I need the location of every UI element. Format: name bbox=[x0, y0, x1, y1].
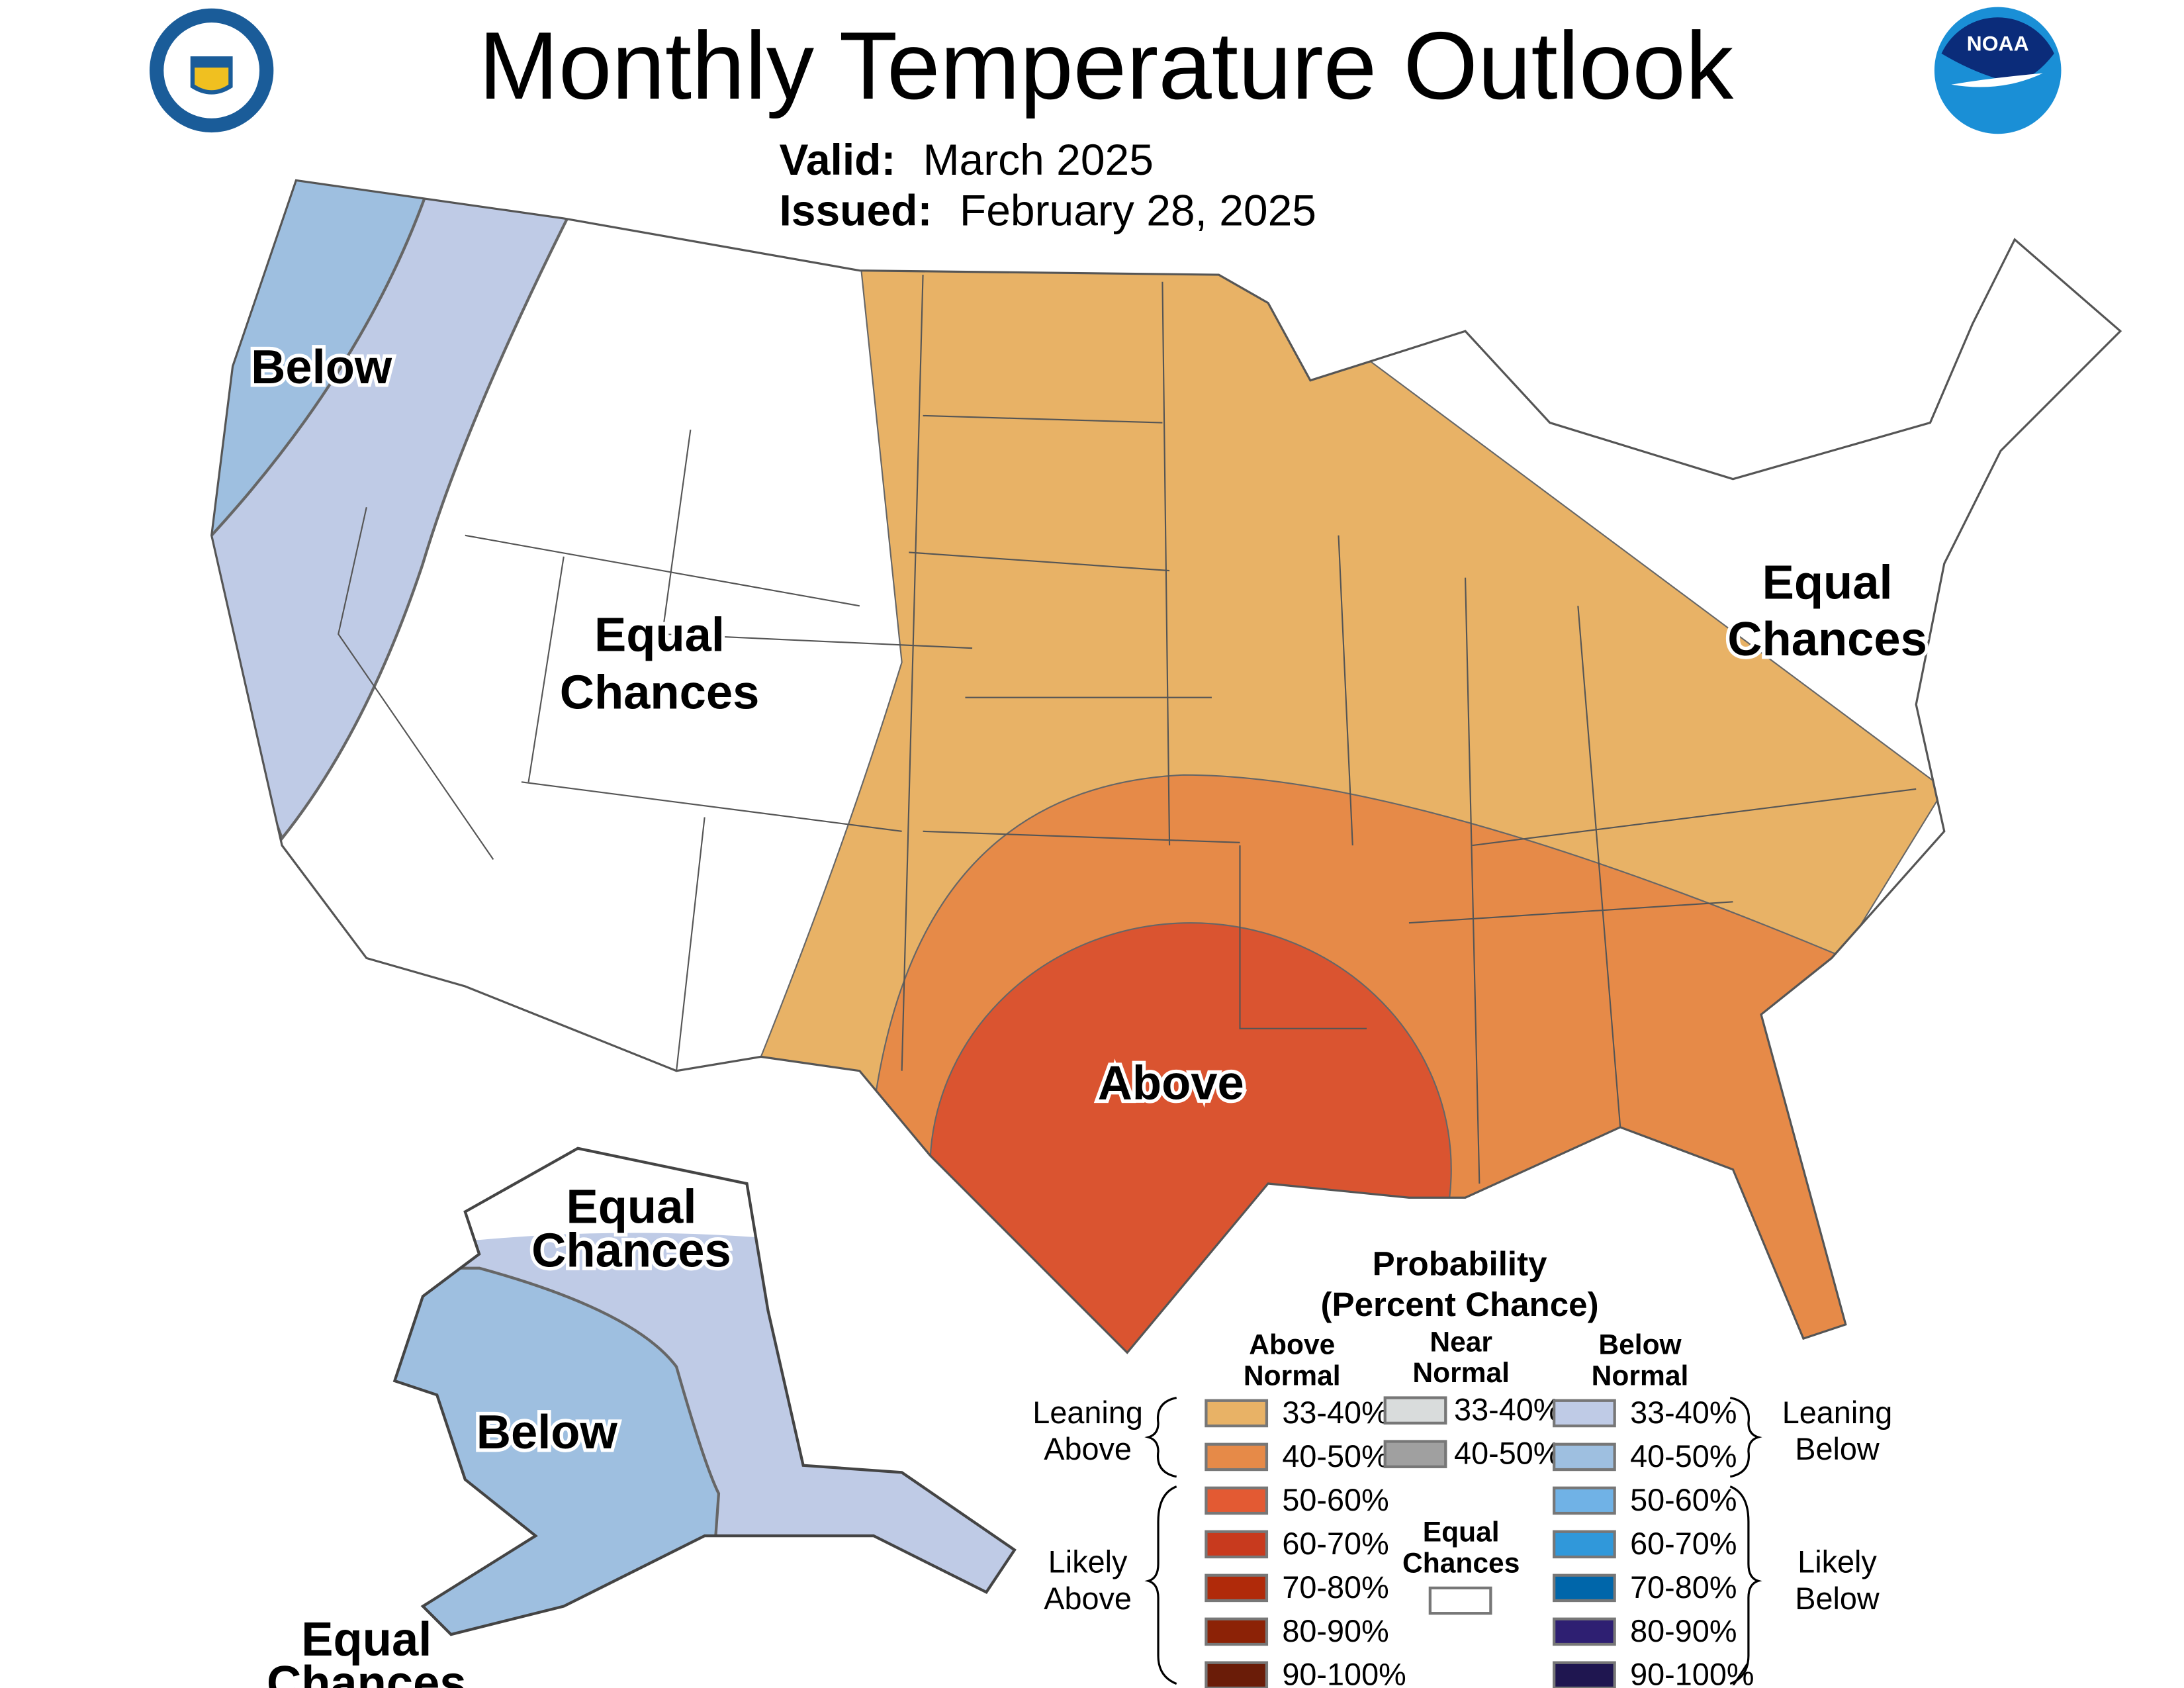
legend-below-swatch bbox=[1553, 1486, 1616, 1515]
valid-value: March 2025 bbox=[923, 135, 1154, 184]
issued-label: Issued: bbox=[779, 186, 932, 235]
legend-title-1: Probability bbox=[1373, 1244, 1548, 1282]
legend-near-label: 33-40% bbox=[1454, 1393, 1561, 1427]
legend-below-swatch bbox=[1553, 1399, 1616, 1428]
legend-likely-below-2: Below bbox=[1795, 1581, 1880, 1616]
legend: Probability (Percent Chance) Above Norma… bbox=[1032, 1244, 1892, 1688]
legend-leaning-above-1: Leaning bbox=[1032, 1395, 1143, 1430]
legend-swatch-ec bbox=[1428, 1586, 1492, 1615]
legend-above-label: 40-50% bbox=[1282, 1439, 1388, 1474]
legend-above-label: 50-60% bbox=[1282, 1483, 1388, 1517]
legend-above-swatch bbox=[1205, 1661, 1269, 1688]
legend-below-label: 60-70% bbox=[1630, 1526, 1737, 1561]
region-above-50-60 bbox=[929, 922, 1452, 1353]
conus-map bbox=[210, 179, 2122, 1354]
legend-near-swatch bbox=[1383, 1440, 1447, 1468]
legend-below-label: 40-50% bbox=[1630, 1439, 1737, 1474]
label-ak-below: Below bbox=[477, 1405, 618, 1459]
legend-above-swatch bbox=[1205, 1617, 1269, 1646]
legend-title-2: (Percent Chance) bbox=[1320, 1286, 1598, 1323]
label-ec-west-2: Chances bbox=[560, 666, 760, 720]
legend-above-label: 80-90% bbox=[1282, 1614, 1388, 1648]
legend-ec-1: Equal bbox=[1423, 1517, 1500, 1548]
legend-braces bbox=[1144, 1396, 1762, 1685]
legend-likely-below-1: Likely bbox=[1797, 1544, 1877, 1579]
label-above: Above bbox=[1098, 1056, 1244, 1109]
legend-col-near-1: Near bbox=[1430, 1326, 1492, 1358]
alaska-map bbox=[392, 1147, 1017, 1636]
valid-label: Valid: bbox=[779, 135, 895, 184]
legend-col-near-2: Normal bbox=[1412, 1357, 1510, 1389]
legend-above-swatch bbox=[1205, 1399, 1269, 1428]
legend-leaning-below-2: Below bbox=[1795, 1432, 1880, 1466]
legend-leaning-above-2: Above bbox=[1044, 1432, 1132, 1466]
label-ak-ec-south-2: Chances bbox=[267, 1656, 467, 1688]
legend-below-swatch bbox=[1553, 1573, 1616, 1603]
region-below-40-50-coast bbox=[211, 180, 432, 538]
legend-above-label: 70-80% bbox=[1282, 1570, 1388, 1605]
legend-col-above-2: Normal bbox=[1244, 1360, 1341, 1391]
legend-below-swatch bbox=[1553, 1442, 1616, 1472]
legend-below-label: 33-40% bbox=[1630, 1395, 1737, 1430]
legend-below-swatch bbox=[1553, 1617, 1616, 1646]
label-ak-ec-north-1: Equal bbox=[566, 1180, 696, 1234]
legend-leaning-below-1: Leaning bbox=[1782, 1395, 1893, 1430]
state-borders bbox=[338, 275, 1917, 1184]
legend-below-label: 90-100% bbox=[1630, 1658, 1754, 1688]
legend-above-label: 33-40% bbox=[1282, 1395, 1388, 1430]
legend-ec-2: Chances bbox=[1402, 1547, 1520, 1579]
legend-above-label: 90-100% bbox=[1282, 1658, 1406, 1688]
label-below-west: Below bbox=[251, 340, 392, 394]
legend-col-above-1: Above bbox=[1249, 1329, 1335, 1361]
noaa-logo-text: NOAA bbox=[1967, 32, 2029, 56]
legend-col-below-2: Normal bbox=[1592, 1360, 1689, 1391]
label-ec-east-1: Equal bbox=[1762, 556, 1893, 610]
doc-seal-logo bbox=[150, 8, 274, 133]
label-ak-ec-south-1: Equal bbox=[301, 1613, 432, 1666]
legend-below-label: 50-60% bbox=[1630, 1483, 1737, 1517]
legend-above-label: 60-70% bbox=[1282, 1526, 1388, 1561]
legend-near-swatch bbox=[1383, 1396, 1447, 1425]
legend-above-swatch bbox=[1205, 1486, 1269, 1515]
legend-above-swatch bbox=[1205, 1442, 1269, 1472]
issued-value: February 28, 2025 bbox=[960, 186, 1316, 235]
label-ec-west-1: Equal bbox=[594, 608, 725, 661]
noaa-logo: NOAA bbox=[1934, 7, 2062, 134]
legend-likely-above-2: Above bbox=[1044, 1581, 1132, 1616]
legend-likely-above-1: Likely bbox=[1048, 1544, 1128, 1579]
legend-below-label: 70-80% bbox=[1630, 1570, 1737, 1605]
legend-col-below-1: Below bbox=[1598, 1329, 1682, 1361]
legend-below-swatch bbox=[1553, 1530, 1616, 1559]
legend-near-label: 40-50% bbox=[1454, 1436, 1561, 1471]
page-title: Monthly Temperature Outlook bbox=[478, 12, 1734, 119]
legend-below-label: 80-90% bbox=[1630, 1614, 1737, 1648]
label-ec-east-2: Chances bbox=[1727, 612, 1927, 666]
legend-above-swatch bbox=[1205, 1530, 1269, 1559]
legend-below-swatch bbox=[1553, 1661, 1616, 1688]
label-ak-ec-north-2: Chances bbox=[531, 1224, 731, 1278]
legend-above-swatch bbox=[1205, 1573, 1269, 1603]
